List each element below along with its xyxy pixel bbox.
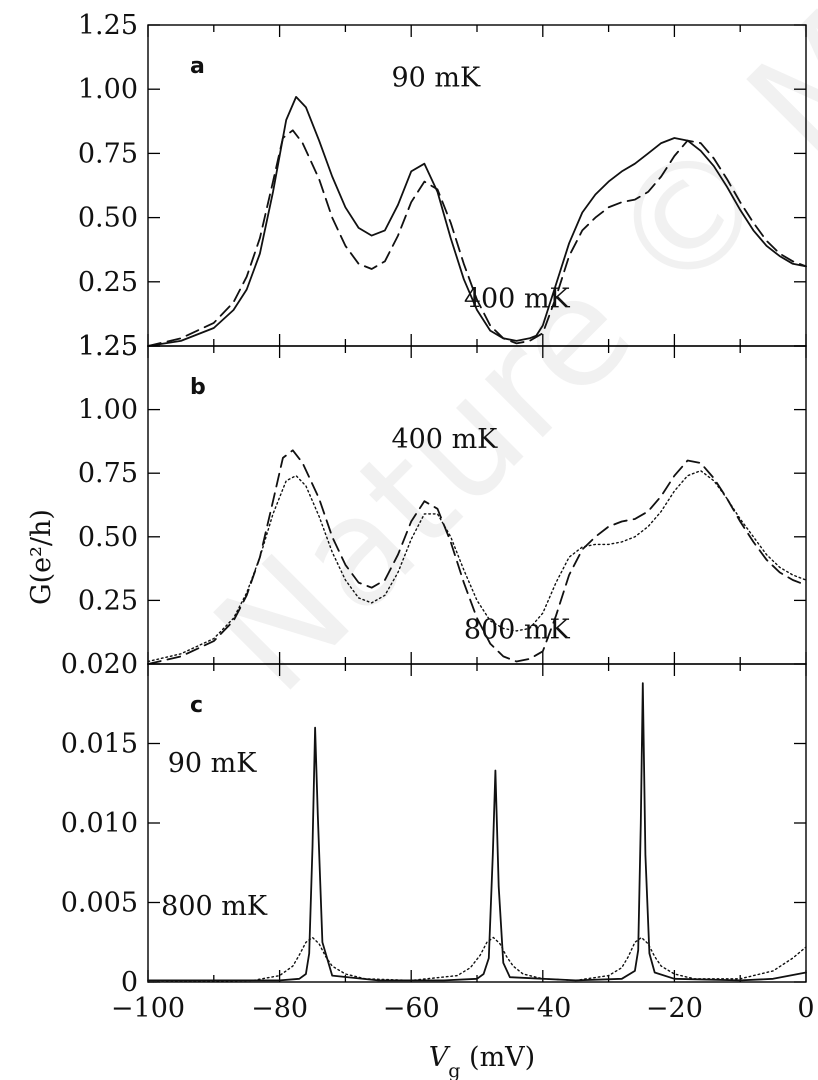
y-tick-label: 1.25 — [78, 331, 138, 362]
x-axis-title-unit: (mV) — [460, 1042, 535, 1073]
x-tick-label: 0 — [797, 993, 814, 1024]
panel-frame — [147, 663, 807, 983]
y-tick-label: 0.50 — [78, 522, 138, 553]
x-axis-title-sub: g — [448, 1060, 460, 1080]
panel-letter: b — [190, 375, 206, 400]
series-line-solid — [147, 682, 807, 982]
temperature-label: 400 mK — [464, 283, 571, 314]
x-tick-label: −40 — [514, 993, 571, 1024]
y-tick-label: 0 — [121, 967, 138, 998]
x-tick-label: −60 — [383, 993, 440, 1024]
x-axis-title: Vg (mV) — [429, 1042, 535, 1080]
y-tick-label: 0.50 — [78, 203, 138, 234]
y-tick-label: 0.75 — [78, 458, 138, 489]
y-axis-title: G(e²/h) — [26, 509, 57, 605]
panel-a: 1.25 0.25 0.50 0.75 1.00 1.25 a 90 mK 400 mK — [78, 10, 807, 362]
series-line-dashed — [147, 449, 807, 665]
y-tick-label: 1.00 — [78, 395, 138, 426]
temperature-label: 90 mK — [391, 63, 481, 94]
x-tick-label: −20 — [646, 993, 703, 1024]
y-tick-label: 1.25 — [78, 10, 138, 41]
temperature-label: 400 mK — [391, 424, 498, 455]
series-line-dashed — [147, 129, 807, 347]
series-line-dotted — [147, 936, 807, 983]
y-tick-label: 0.020 — [61, 649, 138, 680]
x-tick-label: −80 — [251, 993, 308, 1024]
temperature-label: 90 mK — [168, 748, 258, 779]
y-tick-label: 0.005 — [61, 888, 138, 919]
series-line-dotted — [147, 470, 807, 663]
y-tick-label: 0.015 — [61, 729, 138, 760]
temperature-label: 800 mK — [161, 891, 268, 922]
y-tick-label: 1.25 — [78, 331, 138, 362]
y-tick-label: 0.010 — [61, 808, 138, 839]
x-axis-title-main: V — [429, 1042, 451, 1073]
y-tick-label: 0.75 — [78, 138, 138, 169]
y-tick-label: 0.25 — [78, 585, 138, 616]
temperature-label: 800 mK — [464, 615, 571, 646]
y-tick-label: 0.25 — [78, 267, 138, 298]
x-tick-label: −100 — [111, 993, 185, 1024]
panel-letter: a — [190, 54, 205, 79]
x-axis: −100 −80 −60 −40 −20 0 — [111, 993, 815, 1024]
panel-c: 0 0.005 0.010 0.015 c 90 mK 800 mK — [61, 663, 807, 998]
panel-letter: c — [190, 693, 203, 718]
y-tick-label: 1.00 — [78, 74, 138, 105]
panel-b: 0.020 0.25 0.50 0.75 1.00 1.25 b 400 mK 800 mK — [61, 331, 807, 680]
